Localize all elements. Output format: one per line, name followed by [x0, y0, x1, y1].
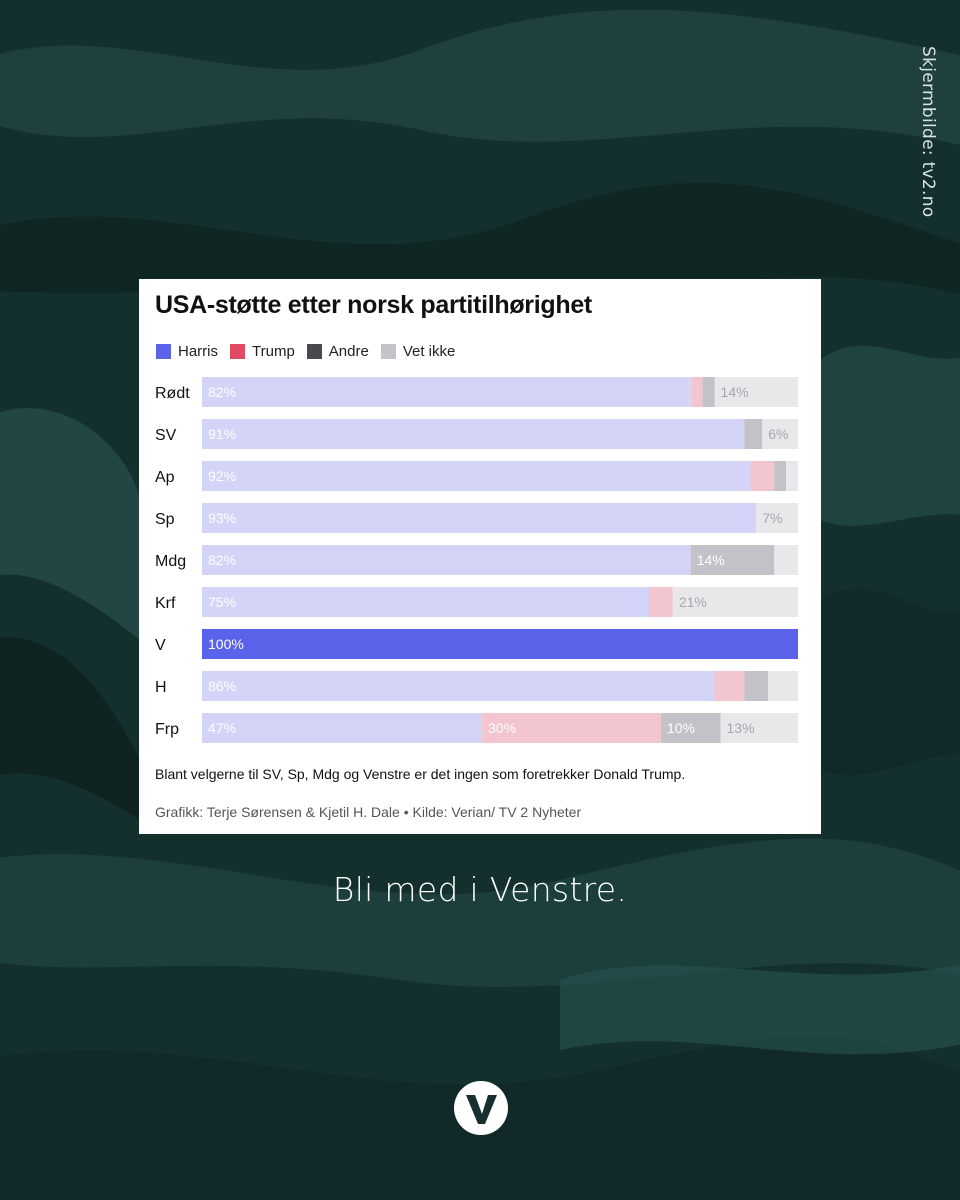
bar-segment-andre	[744, 671, 769, 701]
chart-legend: Harris Trump Andre Vet ikke	[156, 343, 455, 360]
bar-segment-trump	[690, 377, 703, 407]
data-label: 7%	[762, 510, 782, 526]
bar-segment-trump	[714, 671, 745, 701]
legend-label-harris: Harris	[178, 343, 218, 360]
bar-segment-andre	[702, 377, 715, 407]
bar-segment-harris	[202, 629, 798, 659]
venstre-logo-icon	[454, 1081, 508, 1135]
category-label: Krf	[155, 595, 176, 612]
category-label: Frp	[155, 721, 179, 738]
data-label: 91%	[208, 426, 236, 442]
bar-segment-vetikke	[768, 671, 798, 701]
legend-item-andre: Andre	[306, 343, 369, 360]
category-label: SV	[155, 427, 177, 444]
bar-segment-harris	[202, 545, 691, 575]
call-to-action: Bli med i Venstre.	[332, 870, 628, 909]
legend-item-harris: Harris	[156, 343, 218, 360]
bar-segment-vetikke	[720, 713, 798, 743]
legend-swatch-harris	[156, 344, 171, 359]
chart-source: Grafikk: Terje Sørensen & Kjetil H. Dale…	[155, 804, 582, 820]
data-label: 82%	[208, 552, 236, 568]
bar-segment-vetikke	[714, 377, 798, 407]
bar-segment-harris	[202, 419, 745, 449]
category-label: Ap	[155, 469, 175, 486]
data-label: 75%	[208, 594, 236, 610]
legend-label-trump: Trump	[252, 343, 295, 360]
legend-swatch-trump	[230, 344, 245, 359]
bar-segment-harris	[202, 671, 715, 701]
legend-label-vetikke: Vet ikke	[402, 343, 456, 360]
bar-segment-andre	[774, 461, 787, 491]
category-label: H	[155, 679, 167, 696]
bar-segment-vetikke	[762, 419, 798, 449]
data-label: 6%	[768, 426, 788, 442]
legend-swatch-vetikke	[380, 344, 396, 359]
legend-item-trump: Trump	[230, 343, 295, 360]
category-label: Rødt	[155, 385, 190, 402]
legend-swatch-andre	[306, 344, 322, 359]
data-label: 47%	[208, 720, 236, 736]
bar-segment-harris	[202, 377, 691, 407]
bar-segment-andre	[690, 545, 775, 575]
legend-label-andre: Andre	[328, 343, 369, 360]
bar-segment-trump	[750, 461, 775, 491]
bar-segment-andre	[744, 419, 763, 449]
bar-segment-vetikke	[786, 461, 798, 491]
data-label: 100%	[208, 636, 244, 652]
data-label: 92%	[208, 468, 236, 484]
chart-card: USA-støtte etter norsk partitilhørighet …	[139, 279, 821, 834]
bar-segment-harris	[202, 587, 649, 617]
screenshot-credit: Skjermbilde: tv2.no	[918, 46, 938, 218]
data-label: 86%	[208, 678, 236, 694]
bar-segment-vetikke	[774, 545, 798, 575]
data-label: 14%	[721, 384, 749, 400]
bar-segment-vetikke	[672, 587, 798, 617]
data-label: 93%	[208, 510, 236, 526]
bar-segment-harris	[202, 713, 483, 743]
bar-segment-harris	[202, 503, 757, 533]
legend-item-vetikke: Vet ikke	[380, 343, 456, 360]
bar-segment-harris	[202, 461, 751, 491]
data-label: 30%	[488, 720, 516, 736]
chart-caption: Blant velgerne til SV, Sp, Mdg og Venstr…	[155, 766, 686, 782]
category-label: Sp	[155, 511, 175, 528]
bar-segment-vetikke	[756, 503, 798, 533]
data-label: 82%	[208, 384, 236, 400]
data-label: 10%	[667, 720, 695, 736]
bar-segment-andre	[660, 713, 721, 743]
category-label: V	[155, 637, 166, 654]
data-label: 14%	[697, 552, 725, 568]
chart-title: USA-støtte etter norsk partitilhørighet	[155, 291, 592, 319]
data-label: 21%	[679, 594, 707, 610]
data-label: 13%	[727, 720, 755, 736]
bar-segment-trump	[649, 587, 673, 617]
bar-segment-trump	[482, 713, 661, 743]
stacked-bar-chart: Rødt 82% 14% SV 91% 6% Ap 92% Sp 93% 7% Mdg 82% 14% Kr…	[155, 377, 798, 743]
category-label: Mdg	[155, 553, 186, 570]
